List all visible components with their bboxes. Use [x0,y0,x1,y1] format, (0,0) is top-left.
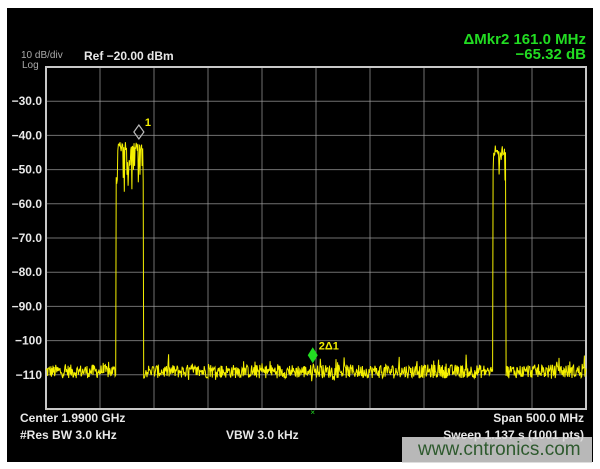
y-tick-label: −50.0 [12,163,43,177]
marker-2-diamond [307,347,318,364]
spectrum-display [7,8,593,462]
y-tick-label: −90.0 [12,299,43,313]
marker-2-label: 2Δ1 [319,340,339,352]
center-frequency: Center 1.9900 GHz [20,411,126,425]
y-tick-label: −30.0 [12,94,43,108]
spectrum-trace [45,142,587,382]
span: Span 500.0 MHz [493,411,584,425]
marker-readout-freq: ΔMkr2 161.0 MHz [463,31,587,48]
ref-level: Ref −20.00 dBm [84,49,174,63]
watermark: www.cntronics.com [418,439,581,460]
center-tick-mark: × [310,408,315,417]
marker-1-diamond [133,123,145,141]
y-tick-label: −70.0 [12,231,43,245]
y-tick-label: −60.0 [12,197,43,211]
marker-1-label: 1 [145,117,151,129]
watermark-box [402,437,592,463]
res-bw: #Res BW 3.0 kHz [20,428,117,442]
y-tick-label: −40.0 [12,128,43,142]
vbw: VBW 3.0 kHz [226,428,299,442]
plot-frame [45,66,587,410]
scale-label: 10 dB/div [21,50,63,61]
scale-type-label: Log [22,60,39,71]
y-tick-label: −100 [15,334,42,348]
marker-readout-amp: −65.32 dB [515,46,586,63]
y-tick-label: −110 [16,368,43,382]
y-tick-label: −80.0 [12,265,43,279]
